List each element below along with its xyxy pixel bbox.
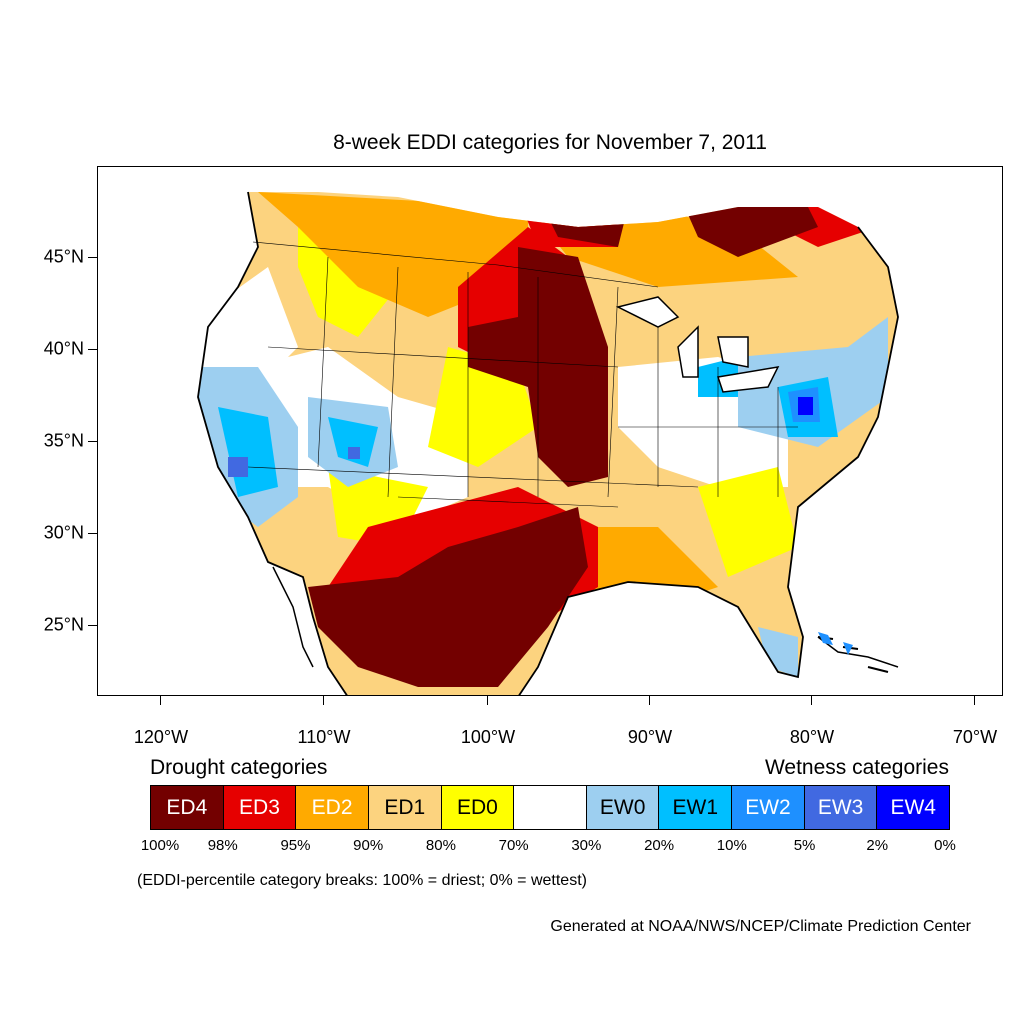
lat-tick bbox=[88, 625, 97, 626]
lon-label-90: 90°W bbox=[627, 727, 673, 747]
percentile-label: 0% bbox=[934, 837, 956, 854]
legend-cell-ew3: EW3 bbox=[804, 786, 878, 829]
lon-tick bbox=[160, 696, 161, 705]
wetness-categories-title: Wetness categories bbox=[764, 756, 949, 779]
legend-cell-ew0: EW0 bbox=[586, 786, 660, 829]
legend-cell-ew4: EW4 bbox=[877, 786, 950, 829]
percentile-label: 5% bbox=[793, 837, 816, 854]
percentile-label: 100% bbox=[140, 837, 180, 854]
map-panel bbox=[97, 166, 1003, 696]
legend-cell-ed0: ED0 bbox=[441, 786, 515, 829]
lon-tick bbox=[811, 696, 812, 705]
percentile-label: 98% bbox=[207, 837, 238, 854]
lat-label-25: 25°N bbox=[43, 614, 84, 635]
percentile-label: 20% bbox=[644, 837, 675, 854]
legend-cell-ed2: ED2 bbox=[296, 786, 369, 829]
lon-label-80: 80°W bbox=[789, 727, 835, 747]
legend-cell-ed3: ED3 bbox=[223, 786, 297, 829]
lon-label-100: 100°W bbox=[460, 727, 516, 747]
lat-tick bbox=[88, 257, 97, 258]
lat-label-35: 35°N bbox=[43, 430, 84, 451]
percentile-label: 90% bbox=[353, 837, 384, 854]
legend-cell-ew2: EW2 bbox=[732, 786, 805, 829]
percentile-label: 2% bbox=[866, 837, 889, 854]
lat-tick bbox=[88, 533, 97, 534]
lat-label-40: 40°N bbox=[43, 338, 84, 359]
legend-cell-normal bbox=[514, 786, 587, 829]
lon-label-70: 70°W bbox=[952, 727, 998, 747]
percentile-label: 70% bbox=[498, 837, 529, 854]
state-borders bbox=[247, 241, 798, 508]
lon-tick bbox=[323, 696, 324, 705]
percentile-label: 80% bbox=[425, 837, 456, 854]
lon-tick bbox=[974, 696, 975, 705]
lon-tick bbox=[487, 696, 488, 705]
map-title: 8-week EDDI categories for November 7, 2… bbox=[333, 131, 767, 154]
percentile-label: 10% bbox=[716, 837, 747, 854]
lat-tick bbox=[88, 441, 97, 442]
category-note: (EDDI-percentile category breaks: 100% =… bbox=[137, 872, 587, 889]
coastline bbox=[197, 191, 899, 695]
legend-cell-ew1: EW1 bbox=[659, 786, 733, 829]
great-lakes bbox=[615, 296, 780, 393]
drought-categories-title: Drought categories bbox=[150, 756, 328, 779]
legend-cell-ed4: ED4 bbox=[151, 786, 224, 829]
lat-label-30: 30°N bbox=[43, 522, 84, 543]
lat-label-45: 45°N bbox=[43, 246, 84, 267]
credit-text: Generated at NOAA/NWS/NCEP/Climate Predi… bbox=[550, 918, 971, 935]
category-legend: ED4 ED3 ED2 ED1 ED0 EW0 EW1 EW2 EW3 EW4 bbox=[150, 785, 950, 830]
percentile-label: 30% bbox=[571, 837, 602, 854]
eddi-field bbox=[198, 192, 898, 695]
eddi-map bbox=[197, 191, 899, 695]
legend-cell-ed1: ED1 bbox=[368, 786, 442, 829]
lon-label-110: 110°W bbox=[297, 727, 351, 747]
lat-tick bbox=[88, 349, 97, 350]
lon-tick bbox=[649, 696, 650, 705]
lon-label-120: 120°W bbox=[133, 727, 189, 747]
percentile-label: 95% bbox=[280, 837, 311, 854]
